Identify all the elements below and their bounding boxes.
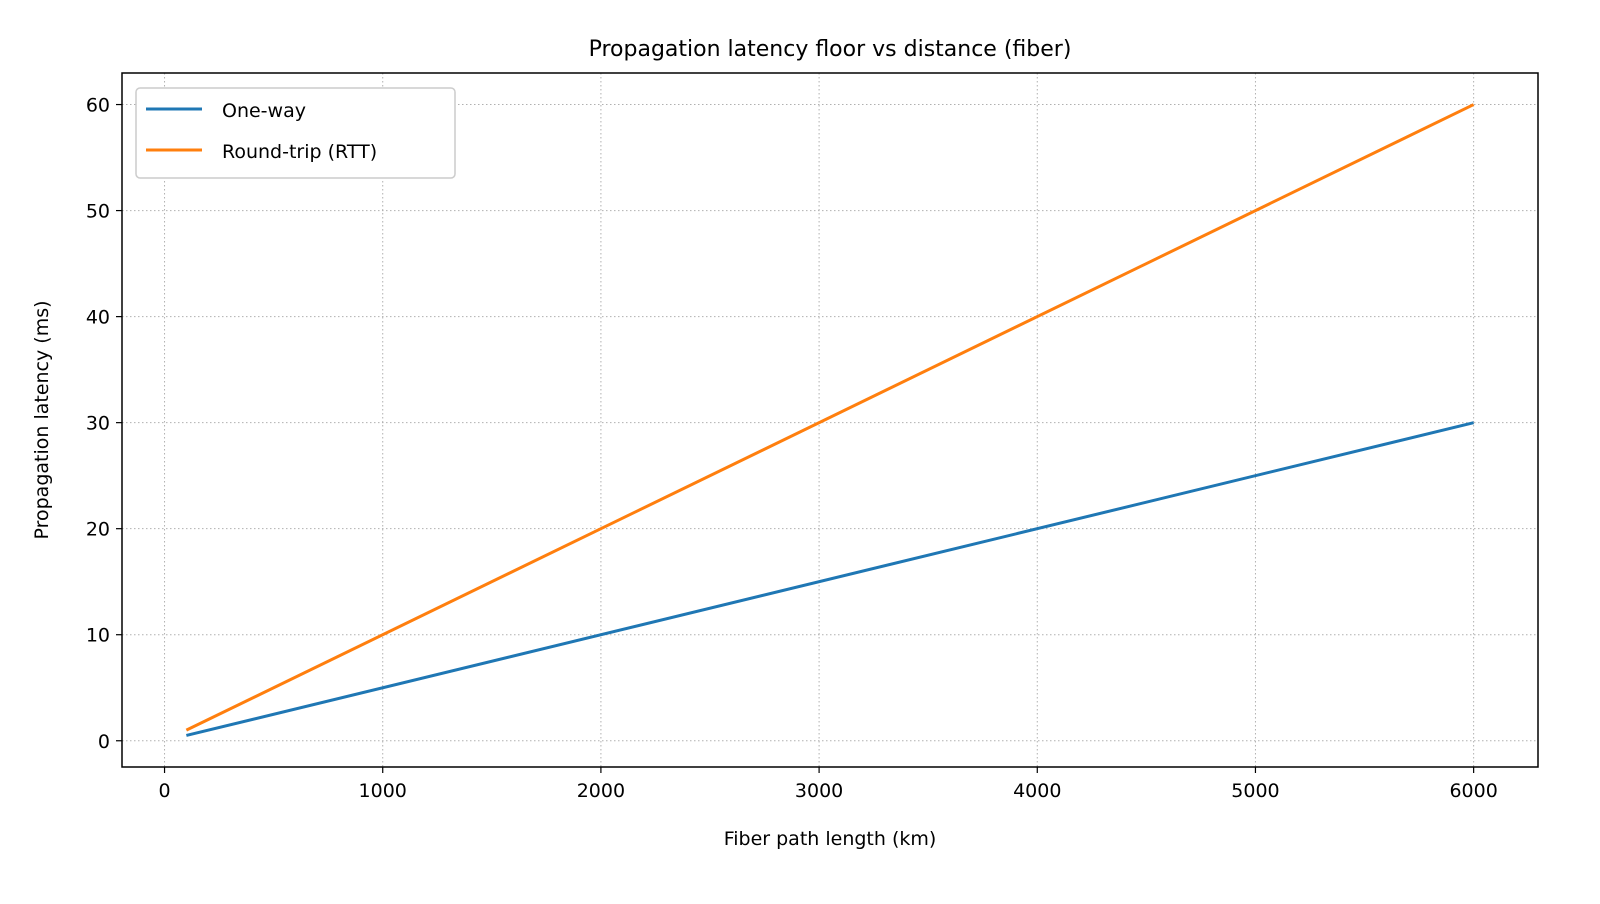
y-tick-label: 20	[86, 519, 110, 541]
y-tick-label: 40	[86, 307, 110, 329]
x-tick-label: 0	[158, 780, 170, 802]
legend-label-one-way: One-way	[222, 100, 306, 122]
x-tick-label: 4000	[1013, 780, 1061, 802]
legend-box	[135, 87, 456, 179]
y-tick-label: 30	[86, 413, 110, 435]
series-line-rtt	[185, 103, 1475, 732]
legend-label-rtt: Round-trip (RTT)	[222, 141, 377, 163]
series-line-one-way	[186, 421, 1474, 737]
y-tick-label: 10	[86, 625, 110, 647]
y-tick-label: 50	[86, 201, 110, 223]
y-tick-label: 60	[86, 95, 110, 117]
chart-title: Propagation latency floor vs distance (f…	[589, 37, 1072, 62]
x-tick-label: 2000	[577, 780, 625, 802]
y-axis-label: Propagation latency (ms)	[31, 300, 53, 539]
plot-frame	[121, 72, 1539, 768]
x-axis-label: Fiber path length (km)	[724, 828, 937, 850]
x-tick-label: 3000	[795, 780, 843, 802]
series-lines	[185, 103, 1475, 737]
x-tick-label: 5000	[1231, 780, 1279, 802]
x-tick-label: 6000	[1449, 780, 1497, 802]
x-tick-label: 1000	[359, 780, 407, 802]
legend: One-way Round-trip (RTT)	[135, 87, 456, 179]
y-tick-label: 0	[98, 731, 110, 753]
ticks: 0 1000 2000 3000 4000 5000 6000 0 10 20 30 40 50 60	[86, 95, 1498, 802]
